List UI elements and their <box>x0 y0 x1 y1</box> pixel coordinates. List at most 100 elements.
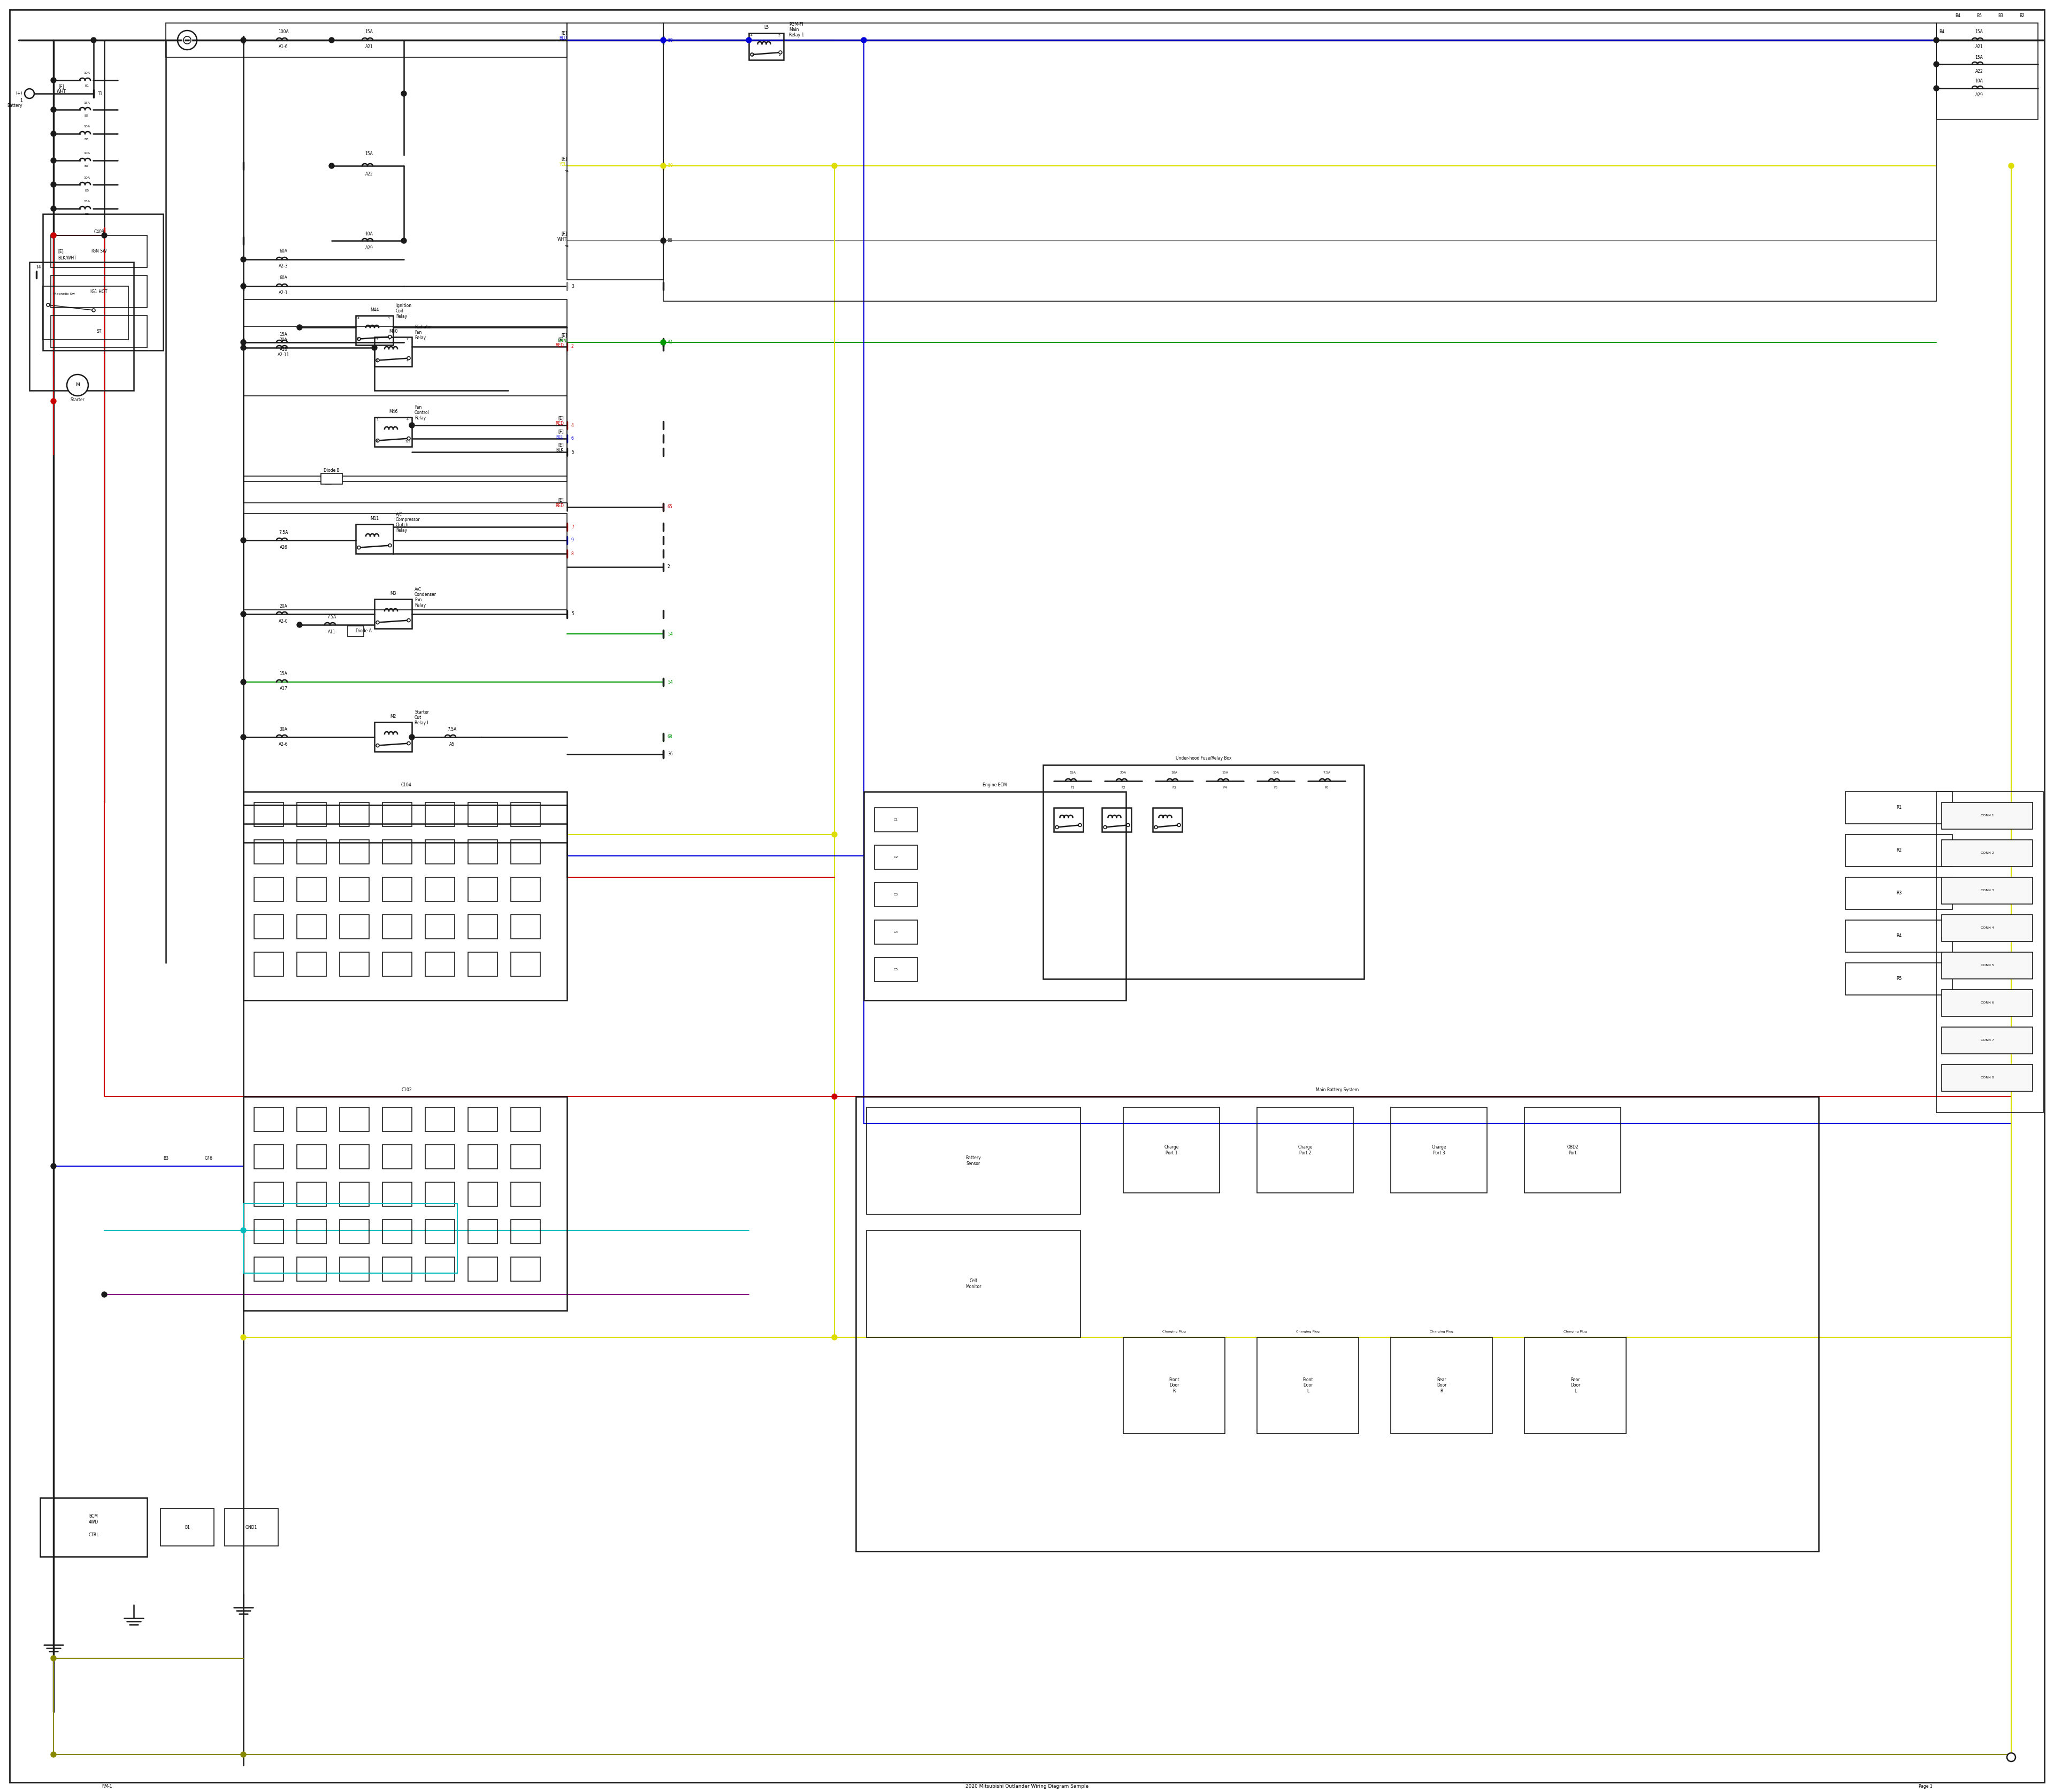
Bar <box>339 952 370 977</box>
Text: Relay: Relay <box>396 314 407 319</box>
Circle shape <box>357 337 362 340</box>
Bar <box>425 1145 454 1168</box>
Bar <box>1844 835 1953 867</box>
Bar <box>382 803 413 826</box>
Bar <box>255 914 283 939</box>
Bar <box>298 1256 327 1281</box>
Bar <box>1941 1064 2033 1091</box>
Text: 15A: 15A <box>1976 30 1982 34</box>
Text: 2: 2 <box>778 54 781 56</box>
Bar <box>339 1145 370 1168</box>
Bar <box>468 1220 497 1244</box>
Text: 100A: 100A <box>277 30 290 34</box>
Circle shape <box>832 1093 838 1098</box>
Bar <box>511 1256 540 1281</box>
Text: CONN 5: CONN 5 <box>1980 964 1994 968</box>
Circle shape <box>409 423 415 428</box>
Text: 20A: 20A <box>279 604 288 609</box>
Text: [E]: [E] <box>58 249 64 254</box>
Text: CONN 6: CONN 6 <box>1980 1002 1994 1004</box>
Bar <box>511 878 540 901</box>
Text: Cell
Monitor: Cell Monitor <box>965 1279 982 1288</box>
Text: Charging Plug: Charging Plug <box>1296 1331 1319 1333</box>
Bar <box>43 287 127 340</box>
Text: 4: 4 <box>750 34 752 38</box>
Text: Battery
Sensor: Battery Sensor <box>965 1156 982 1167</box>
Text: 15A: 15A <box>1976 56 1982 59</box>
Text: L5: L5 <box>764 25 768 30</box>
Text: Relay: Relay <box>415 335 425 340</box>
Text: [E]: [E] <box>561 333 567 339</box>
Circle shape <box>832 163 838 168</box>
Bar <box>255 1145 283 1168</box>
Text: 60A: 60A <box>279 249 288 254</box>
Circle shape <box>240 283 246 289</box>
Bar <box>875 919 918 944</box>
Bar <box>468 1183 497 1206</box>
Bar <box>382 1183 413 1206</box>
Text: A22: A22 <box>366 172 374 176</box>
Text: A2-3: A2-3 <box>279 263 288 269</box>
Circle shape <box>2007 1753 2015 1762</box>
Text: 1: 1 <box>750 54 752 56</box>
Bar <box>242 1204 458 1272</box>
Circle shape <box>51 181 55 186</box>
Text: Clutch: Clutch <box>396 523 409 527</box>
Bar <box>1937 23 2038 120</box>
Bar <box>1391 1337 1493 1434</box>
Text: Fan: Fan <box>415 599 421 602</box>
Bar <box>425 1256 454 1281</box>
Text: 3: 3 <box>571 283 573 289</box>
Circle shape <box>47 303 49 306</box>
Bar <box>382 1145 413 1168</box>
Text: 10A: 10A <box>1273 772 1280 774</box>
Circle shape <box>407 357 411 360</box>
Bar <box>875 808 918 831</box>
Circle shape <box>51 1163 55 1168</box>
Text: A21: A21 <box>366 45 374 50</box>
Text: Cut: Cut <box>415 715 421 720</box>
Circle shape <box>1126 824 1130 826</box>
Bar <box>425 1220 454 1244</box>
Text: BLK: BLK <box>557 448 563 453</box>
Text: 10A: 10A <box>84 176 90 179</box>
Bar <box>867 1107 1080 1215</box>
Circle shape <box>407 618 411 622</box>
Text: A2-6: A2-6 <box>279 742 288 747</box>
Text: F1: F1 <box>1070 787 1074 788</box>
Text: C102: C102 <box>401 1088 411 1093</box>
Text: M44: M44 <box>370 308 378 312</box>
Text: 15A: 15A <box>84 201 90 202</box>
Text: Control: Control <box>415 410 429 416</box>
Bar <box>425 952 454 977</box>
Text: T1: T1 <box>99 91 103 97</box>
Text: Radiator: Radiator <box>415 324 431 330</box>
Text: CONN 3: CONN 3 <box>1980 889 1994 892</box>
Bar <box>242 1097 567 1310</box>
Circle shape <box>51 206 55 211</box>
Circle shape <box>240 538 246 543</box>
Bar <box>298 952 327 977</box>
Text: 1: 1 <box>376 419 378 421</box>
Circle shape <box>2009 163 2013 168</box>
Text: 59: 59 <box>668 38 674 43</box>
Text: CONN 2: CONN 2 <box>1980 851 1994 855</box>
Text: 15A: 15A <box>366 152 374 156</box>
Circle shape <box>376 358 380 362</box>
Text: B4: B4 <box>84 165 88 168</box>
Circle shape <box>376 744 380 747</box>
Circle shape <box>357 547 362 548</box>
Text: 59: 59 <box>668 163 674 168</box>
Text: 2: 2 <box>571 344 573 349</box>
Circle shape <box>298 324 302 330</box>
Text: CONN 1: CONN 1 <box>1980 814 1994 817</box>
Bar <box>468 1107 497 1131</box>
Bar <box>166 23 567 57</box>
Text: Charge
Port 3: Charge Port 3 <box>1432 1145 1446 1156</box>
Text: [E]: [E] <box>559 430 563 434</box>
Text: Ignition: Ignition <box>396 303 411 308</box>
Circle shape <box>101 233 107 238</box>
Text: Compressor: Compressor <box>396 518 421 521</box>
Text: B4: B4 <box>1955 14 1960 18</box>
Bar <box>468 914 497 939</box>
